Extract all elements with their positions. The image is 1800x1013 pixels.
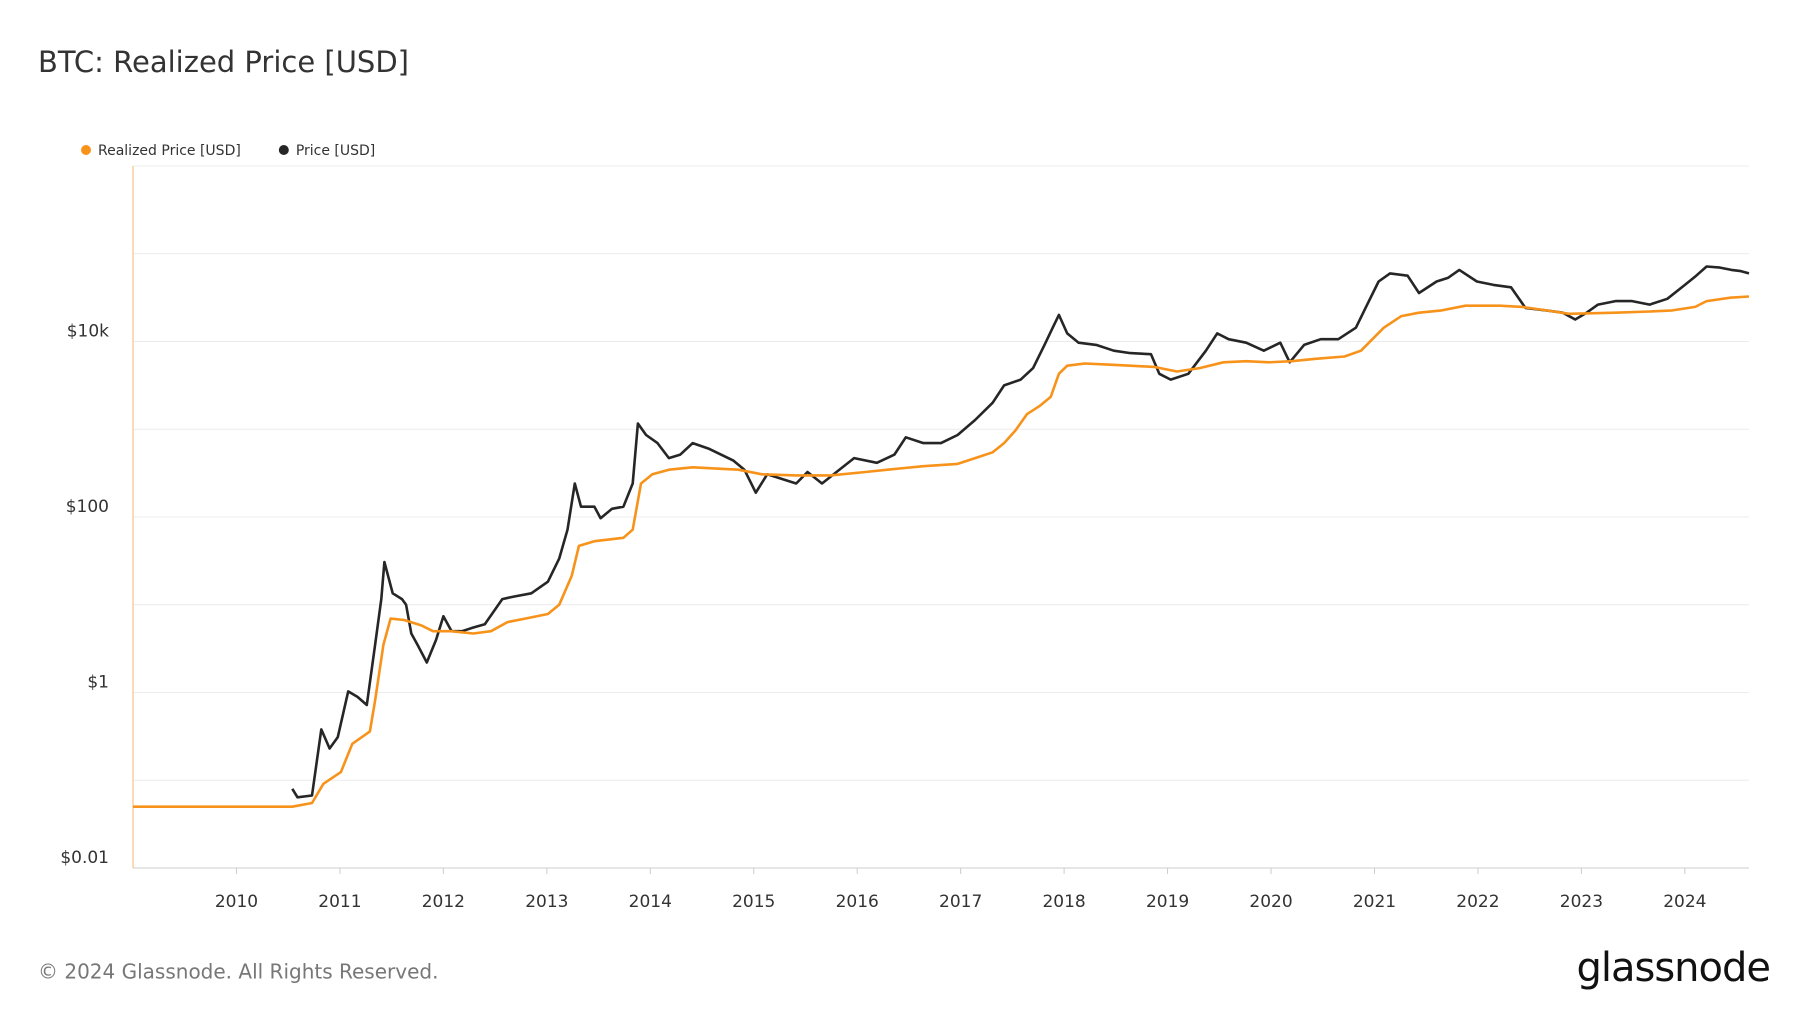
series-line [133, 295, 1750, 808]
x-tick-label: 2013 [525, 892, 568, 912]
x-tick-label: 2010 [215, 892, 258, 912]
legend-marker [81, 145, 91, 155]
x-tick-label: 2023 [1560, 892, 1603, 912]
y-tick-label: $0.01 [60, 848, 109, 868]
x-tick-label: 2011 [318, 892, 361, 912]
y-tick-label: $10k [67, 322, 109, 342]
y-tick-label: $1 [87, 673, 109, 693]
legend-label: Price [USD] [296, 143, 375, 159]
x-tick-label: 2021 [1353, 892, 1396, 912]
x-tick-label: 2024 [1663, 892, 1706, 912]
chart-title: BTC: Realized Price [USD] [38, 45, 409, 79]
x-tick-label: 2017 [939, 892, 982, 912]
x-tick-label: 2012 [422, 892, 465, 912]
x-tick-label: 2014 [629, 892, 672, 912]
logo: glassnode [1576, 945, 1770, 991]
x-tick-label: 2020 [1249, 892, 1292, 912]
x-tick-label: 2016 [836, 892, 879, 912]
legend-marker [278, 145, 289, 155]
series-line [291, 265, 1750, 799]
copyright: © 2024 Glassnode. All Rights Reserved. [38, 960, 438, 984]
y-tick-label: $100 [66, 497, 109, 517]
x-tick-label: 2018 [1042, 892, 1085, 912]
x-tick-label: 2022 [1456, 892, 1499, 912]
x-tick-label: 2019 [1146, 892, 1189, 912]
x-tick-label: 2015 [732, 892, 775, 912]
legend-label: Realized Price [USD] [98, 143, 241, 159]
